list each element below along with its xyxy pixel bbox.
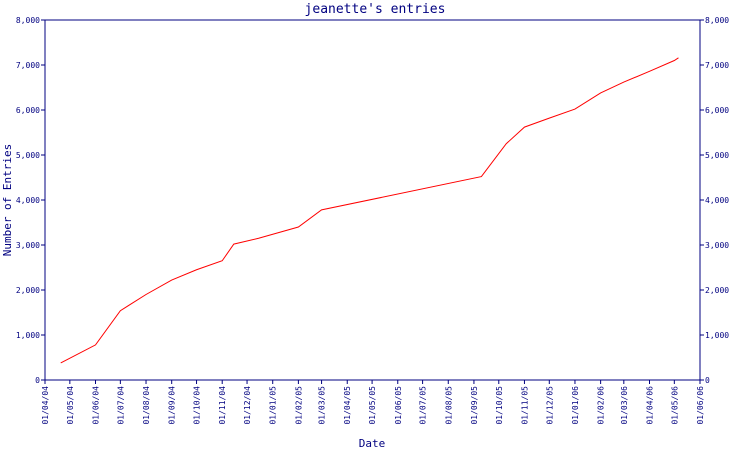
x-tick-label: 01/12/05 <box>545 386 554 425</box>
y-tick-label-left: 5,000 <box>16 151 40 160</box>
plot-frame <box>44 19 701 381</box>
chart-title: jeanette's entries <box>305 2 446 17</box>
y-tick-label-left: 6,000 <box>16 106 40 115</box>
x-tick-label: 01/04/04 <box>41 386 50 425</box>
x-tick-label: 01/02/06 <box>597 386 606 425</box>
x-tick-label: 01/07/05 <box>419 386 428 425</box>
y-tick-label-right: 1,000 <box>705 331 729 340</box>
x-tick-label: 01/08/04 <box>142 386 151 425</box>
x-tick-label: 01/06/04 <box>92 386 101 425</box>
series-group <box>60 57 679 364</box>
x-axis: 01/04/04 01/05/04 01/06/04 01/07/04 01/08/04… <box>41 380 705 425</box>
x-axis-label: Date <box>359 437 386 450</box>
y-tick-label-right: 3,000 <box>705 241 729 250</box>
x-tick-label: 01/08/05 <box>444 386 453 425</box>
x-tick-label: 01/11/05 <box>520 386 529 425</box>
y-tick-label-right: 2,000 <box>705 286 729 295</box>
x-tick-label: 01/07/04 <box>116 386 125 425</box>
x-tick-label: 01/03/06 <box>620 386 629 425</box>
y-tick-label-left: 3,000 <box>16 241 40 250</box>
y-tick-label-left: 7,000 <box>16 61 40 70</box>
x-tick-label: 01/09/04 <box>168 386 177 425</box>
x-tick-label: 01/09/05 <box>470 386 479 425</box>
y-tick-label-right: 4,000 <box>705 196 729 205</box>
y-tick-label-left: 1,000 <box>16 331 40 340</box>
y-axis-label: Number of Entries <box>1 144 14 257</box>
x-tick-label: 01/12/04 <box>243 386 252 425</box>
y-tick-label-right: 8,000 <box>705 16 729 25</box>
x-tick-label: 01/06/05 <box>394 386 403 425</box>
y-tick-label-right: 5,000 <box>705 151 729 160</box>
y-axis-left: 0 1,000 2,000 3,000 4,000 5,000 6,000 7,000 8,00… <box>16 16 45 385</box>
x-tick-label: 01/05/04 <box>66 386 75 425</box>
y-tick-label-right: 7,000 <box>705 61 729 70</box>
x-tick-label: 01/10/05 <box>495 386 504 425</box>
x-tick-label: 01/10/04 <box>193 386 202 425</box>
x-tick-label: 01/01/05 <box>269 386 278 425</box>
x-tick-label: 01/05/06 <box>670 386 679 425</box>
x-tick-label: 01/11/04 <box>218 386 227 425</box>
y-axis-right: 0 1,000 2,000 3,000 4,000 5,000 6,000 7,000 8,00… <box>700 16 729 385</box>
y-tick-label-left: 4,000 <box>16 196 40 205</box>
x-tick-label: 01/01/06 <box>571 386 580 425</box>
y-tick-label-left: 8,000 <box>16 16 40 25</box>
x-tick-label: 01/05/05 <box>368 386 377 425</box>
series-line <box>60 57 679 364</box>
x-tick-label: 01/04/05 <box>343 386 352 425</box>
x-tick-label: 01/04/06 <box>645 386 654 425</box>
y-tick-label-left: 2,000 <box>16 286 40 295</box>
y-tick-label-left: 0 <box>35 376 40 385</box>
x-tick-label: 01/06/06 <box>696 386 705 425</box>
y-tick-label-right: 0 <box>705 376 710 385</box>
x-tick-label: 01/02/05 <box>294 386 303 425</box>
y-tick-label-right: 6,000 <box>705 106 729 115</box>
x-tick-label: 01/03/05 <box>318 386 327 425</box>
